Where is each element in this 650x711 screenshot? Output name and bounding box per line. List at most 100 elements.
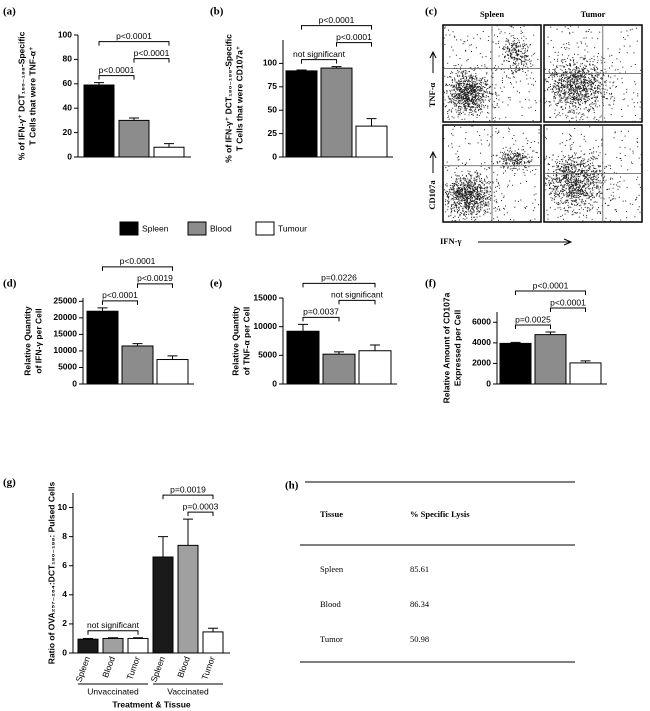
y-axis-label: Expressed per Cell	[452, 310, 462, 387]
bar	[121, 345, 154, 385]
bar	[77, 638, 99, 654]
y-tick-label: 0	[62, 647, 67, 657]
significance-bracket	[102, 266, 173, 271]
legend-swatch	[119, 221, 139, 236]
y-tick-label: 0	[272, 378, 277, 388]
error-bar	[334, 351, 344, 355]
error-bar	[164, 143, 174, 148]
y-tick-label: 2000	[472, 358, 491, 368]
panel-label: (c)	[425, 6, 438, 18]
significance-label: p<0.0001	[319, 15, 355, 25]
error-bar	[545, 331, 556, 335]
significance-bracket	[137, 283, 173, 288]
y-tick-label: 0	[72, 378, 77, 388]
significance-label: p<0.0001	[99, 65, 135, 75]
error-bar	[298, 323, 308, 332]
legend-label: Spleen	[142, 223, 169, 233]
dot-plot-events	[544, 25, 643, 123]
significance-bracket	[515, 290, 586, 296]
table-cell: 86.34	[410, 599, 430, 609]
y-tick-label: 50	[268, 104, 278, 114]
significance-bracket	[162, 494, 214, 500]
bar	[358, 350, 392, 385]
significance-label: not significant	[87, 620, 140, 630]
bar	[534, 334, 567, 385]
panel-label: (d)	[3, 278, 17, 290]
y-tick-label: 80	[63, 54, 73, 64]
significance-label: p<0.0001	[550, 297, 586, 307]
row-label: TNF-α	[427, 82, 437, 107]
bar	[322, 353, 356, 385]
y-tick-label: 20	[63, 127, 73, 137]
error-bar	[129, 117, 139, 121]
y-tick-label: 2	[62, 618, 67, 628]
significance-bracket	[515, 324, 551, 330]
significance-bracket	[102, 300, 138, 305]
significance-label: p=0.0037	[303, 307, 339, 317]
significance-bracket	[336, 42, 372, 47]
significance-label: p<0.0001	[102, 290, 138, 300]
y-tick-label: 15000	[253, 292, 277, 302]
y-tick-label: 4	[62, 589, 67, 599]
y-axis-label: Ratio of OVA₂₅₇₋₂₆₄:DCT₁₈₀₋₁₈₈: Pulsed C…	[46, 482, 56, 665]
x-tick-label: Spleen	[74, 655, 93, 684]
row-label: CD107a	[427, 180, 437, 210]
y-tick-label: 6	[62, 560, 67, 570]
y-axis-label: Relative Quantity	[22, 306, 32, 376]
y-tick-label: 4000	[472, 337, 491, 347]
panel-label: (e)	[210, 278, 223, 290]
bar	[202, 631, 224, 654]
table-cell: 50.98	[410, 634, 429, 644]
significance-label: p<0.0001	[120, 256, 156, 266]
panel-label: (f)	[425, 278, 436, 290]
panel-label: (h)	[285, 480, 299, 492]
significance-bracket	[87, 630, 139, 635]
y-tick-label: 75	[268, 81, 278, 91]
y-tick-label: 5000	[58, 362, 77, 372]
y-tick-label: 100	[263, 58, 277, 68]
dot-plot-events	[443, 125, 542, 223]
legend-label: Blood	[210, 223, 232, 233]
x-tick-label: Blood	[175, 655, 192, 679]
significance-bracket	[302, 282, 376, 288]
x-tick-label: Blood	[100, 655, 117, 679]
bar	[152, 556, 174, 654]
y-tick-label: 10000	[253, 321, 277, 331]
table-header: Tissue	[320, 509, 343, 519]
error-bar	[94, 82, 104, 86]
panel-label: (a)	[3, 6, 16, 18]
x-arrow	[478, 238, 573, 246]
significance-label: p<0.0019	[137, 273, 173, 283]
error-bar	[208, 627, 218, 632]
x-axis-label: Treatment & Tissue	[112, 699, 191, 709]
error-bar	[510, 341, 521, 344]
legend-swatch	[187, 221, 207, 236]
y-tick-label: 5000	[258, 350, 277, 360]
bar	[156, 359, 189, 385]
row-arrow	[429, 150, 437, 173]
significance-bracket	[98, 75, 135, 80]
significance-bracket	[301, 59, 337, 64]
y-axis-label: % of IFN-γ⁺ DCT₁₈₀₋₁₈₈-Specific	[223, 34, 233, 163]
error-bar	[108, 637, 118, 639]
significance-bracket	[187, 511, 214, 517]
x-tick-label: Tumor	[124, 655, 142, 681]
y-axis-label: Relative Quantity	[230, 306, 240, 376]
panel-label: (b)	[210, 6, 224, 18]
x-tick-label: Spleen	[149, 655, 168, 684]
y-axis-label: Relative Amount of CD107a	[441, 292, 451, 403]
bar	[285, 70, 318, 158]
y-axis-label: % of IFN-γ⁺ DCT₁₈₀₋₁₈₈-Specific	[16, 31, 26, 160]
group-label: Vaccinated	[167, 686, 209, 696]
table-cell: Tumor	[320, 634, 343, 644]
panel-label: (g)	[3, 477, 16, 489]
table-cell: 85.61	[410, 564, 429, 574]
y-tick-label: 6000	[472, 317, 491, 327]
error-bar	[167, 355, 178, 360]
bar	[118, 119, 150, 158]
y-tick-label: 100	[58, 29, 72, 39]
table-cell: Spleen	[320, 564, 344, 574]
y-tick-label: 15000	[53, 329, 77, 339]
legend-label: Tumour	[278, 223, 307, 233]
significance-label: p<0.0001	[116, 31, 152, 41]
